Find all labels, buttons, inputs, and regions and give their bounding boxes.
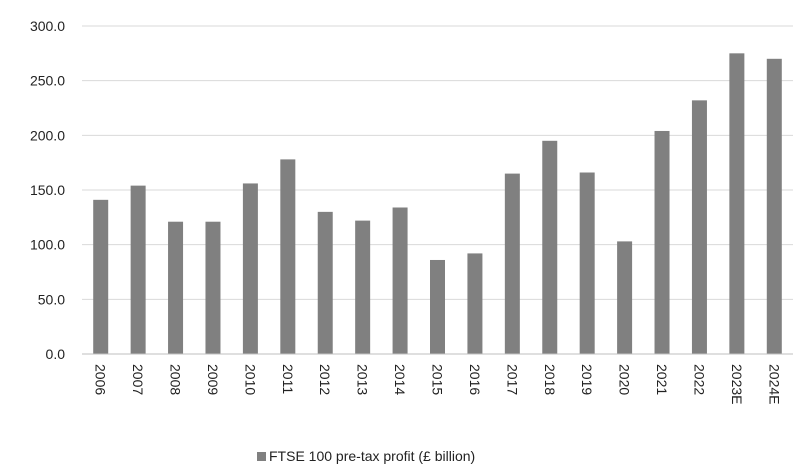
legend: FTSE 100 pre-tax profit (£ billion) [257,448,475,464]
x-tick-label: 2018 [542,364,558,395]
legend-swatch [257,452,266,461]
bar-2008 [168,221,184,354]
x-tick-label: 2007 [130,364,146,395]
bars [93,53,782,355]
x-tick-label: 2015 [430,364,446,395]
bar-2018 [542,140,558,354]
bar-2014 [392,207,408,354]
y-tick-label: 250.0 [30,73,65,89]
x-tick-label: 2014 [392,364,408,395]
bar-2020 [617,241,633,354]
y-tick-label: 0.0 [46,346,66,362]
bar-2015 [430,259,445,354]
x-tick-label: 2008 [168,364,184,395]
y-tick-label: 300.0 [30,18,65,34]
x-tick-label: 2024E [766,364,782,404]
y-tick-label: 100.0 [30,237,65,253]
bar-2011 [280,159,296,354]
x-tick-label: 2017 [504,364,520,395]
bar-2019 [579,172,595,354]
bar-2022 [691,100,707,354]
y-tick-label: 50.0 [38,291,65,307]
bar-2023E [729,53,745,354]
y-axis-ticks: 0.0 50.0 100.0 150.0 200.0 250.0 300.0 [30,18,65,362]
y-tick-label: 200.0 [30,127,65,143]
x-tick-label: 2022 [691,364,707,395]
bar-2010 [242,183,258,354]
bar-2017 [504,173,520,354]
x-tick-label: 2006 [93,364,109,395]
bar-2009 [205,221,221,354]
legend-label: FTSE 100 pre-tax profit (£ billion) [269,448,475,464]
bar-2024E [766,58,782,355]
x-tick-label: 2012 [317,364,333,395]
x-tick-label: 2021 [654,364,670,395]
x-tick-label: 2013 [355,364,371,395]
y-tick-label: 150.0 [30,182,65,198]
bar-2012 [317,211,333,354]
bar-2006 [93,199,109,354]
x-tick-label: 2019 [579,364,595,395]
bar-2021 [654,130,670,354]
x-tick-label: 2011 [280,364,296,394]
bar-2013 [355,220,371,354]
x-tick-label: 2020 [617,364,633,395]
x-tick-label: 2010 [242,364,258,395]
x-axis-ticks: 2006 2007 2008 2009 2010 2011 2012 2013 2014 2015… [93,364,783,404]
x-tick-label: 2023E [729,364,745,404]
gridlines [82,25,793,300]
bar-2016 [467,253,483,354]
bar-2007 [130,185,146,354]
x-tick-label: 2016 [467,364,483,395]
x-tick-label: 2009 [205,364,221,395]
